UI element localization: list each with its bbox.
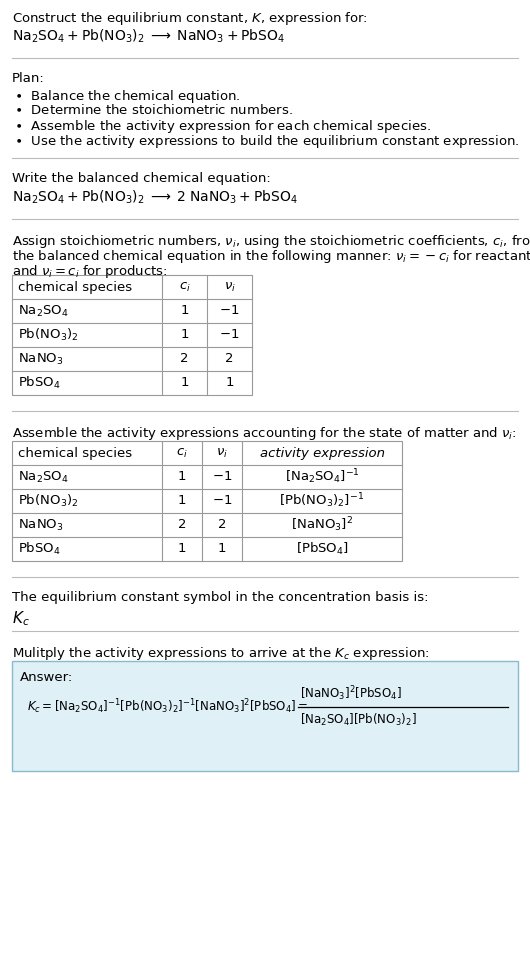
Text: $-1$: $-1$ [212, 471, 232, 483]
Text: $K_c = [\mathrm{Na_2SO_4}]^{-1} [\mathrm{Pb(NO_3)_2}]^{-1} [\mathrm{NaNO_3}]^{2}: $K_c = [\mathrm{Na_2SO_4}]^{-1} [\mathrm… [27, 697, 308, 716]
Text: 2: 2 [225, 353, 234, 365]
FancyBboxPatch shape [12, 661, 518, 771]
Text: $\nu_i$: $\nu_i$ [224, 280, 235, 293]
Text: $\mathrm{PbSO_4}$: $\mathrm{PbSO_4}$ [18, 375, 61, 391]
Text: $\mathrm{Na_2SO_4}$: $\mathrm{Na_2SO_4}$ [18, 470, 69, 484]
Text: $\nu_i$: $\nu_i$ [216, 447, 228, 459]
Text: $-1$: $-1$ [219, 329, 240, 341]
Text: $\bullet$  Use the activity expressions to build the equilibrium constant expres: $\bullet$ Use the activity expressions t… [14, 133, 520, 150]
Text: $\bullet$  Balance the chemical equation.: $\bullet$ Balance the chemical equation. [14, 88, 241, 105]
Text: Write the balanced chemical equation:: Write the balanced chemical equation: [12, 172, 271, 185]
Text: $[\mathrm{NaNO_3}]^2 [\mathrm{PbSO_4}]$: $[\mathrm{NaNO_3}]^2 [\mathrm{PbSO_4}]$ [300, 685, 402, 703]
Text: and $\nu_i = c_i$ for products:: and $\nu_i = c_i$ for products: [12, 263, 167, 280]
Text: $\mathrm{Na_2SO_4 + Pb(NO_3)_2 \;\longrightarrow\; 2\;NaNO_3 + PbSO_4}$: $\mathrm{Na_2SO_4 + Pb(NO_3)_2 \;\longri… [12, 189, 298, 206]
Text: Assemble the activity expressions accounting for the state of matter and $\nu_i$: Assemble the activity expressions accoun… [12, 425, 517, 442]
Text: the balanced chemical equation in the following manner: $\nu_i = -c_i$ for react: the balanced chemical equation in the fo… [12, 248, 530, 265]
Text: $\mathrm{Na_2SO_4}$: $\mathrm{Na_2SO_4}$ [18, 303, 69, 318]
Text: Plan:: Plan: [12, 72, 45, 85]
Text: Assign stoichiometric numbers, $\nu_i$, using the stoichiometric coefficients, $: Assign stoichiometric numbers, $\nu_i$, … [12, 233, 530, 250]
Text: activity expression: activity expression [260, 447, 384, 459]
Text: 2: 2 [178, 519, 186, 531]
Text: 1: 1 [180, 377, 189, 389]
Text: 1: 1 [178, 471, 186, 483]
Text: $c_i$: $c_i$ [179, 280, 190, 293]
Text: $\mathrm{PbSO_4}$: $\mathrm{PbSO_4}$ [18, 541, 61, 557]
Text: $\mathrm{Pb(NO_3)_2}$: $\mathrm{Pb(NO_3)_2}$ [18, 327, 78, 343]
Text: chemical species: chemical species [18, 280, 132, 293]
Text: $\mathrm{Pb(NO_3)_2}$: $\mathrm{Pb(NO_3)_2}$ [18, 493, 78, 509]
Text: 2: 2 [180, 353, 189, 365]
Text: $-1$: $-1$ [219, 305, 240, 317]
Text: 1: 1 [180, 305, 189, 317]
Text: 1: 1 [178, 543, 186, 555]
Text: $\bullet$  Determine the stoichiometric numbers.: $\bullet$ Determine the stoichiometric n… [14, 103, 293, 117]
Text: $[\mathrm{NaNO_3}]^{2}$: $[\mathrm{NaNO_3}]^{2}$ [291, 516, 353, 534]
Text: Construct the equilibrium constant, $K$, expression for:: Construct the equilibrium constant, $K$,… [12, 10, 368, 27]
Text: $\bullet$  Assemble the activity expression for each chemical species.: $\bullet$ Assemble the activity expressi… [14, 118, 431, 135]
Text: $K_c$: $K_c$ [12, 609, 30, 628]
Text: $-1$: $-1$ [212, 495, 232, 507]
Text: The equilibrium constant symbol in the concentration basis is:: The equilibrium constant symbol in the c… [12, 591, 428, 604]
Text: 1: 1 [178, 495, 186, 507]
Bar [12, 275, 252, 395]
Text: Mulitply the activity expressions to arrive at the $K_c$ expression:: Mulitply the activity expressions to arr… [12, 645, 430, 662]
Text: Answer:: Answer: [20, 671, 73, 684]
Text: $[\mathrm{Na_2SO_4}] [\mathrm{Pb(NO_3)_2}]$: $[\mathrm{Na_2SO_4}] [\mathrm{Pb(NO_3)_2… [300, 712, 417, 728]
Text: $c_i$: $c_i$ [176, 447, 188, 459]
Text: 1: 1 [180, 329, 189, 341]
Text: $[\mathrm{PbSO_4}]$: $[\mathrm{PbSO_4}]$ [296, 541, 348, 557]
Text: chemical species: chemical species [18, 447, 132, 459]
Text: $\mathrm{Na_2SO_4 + Pb(NO_3)_2 \;\longrightarrow\; NaNO_3 + PbSO_4}$: $\mathrm{Na_2SO_4 + Pb(NO_3)_2 \;\longri… [12, 28, 285, 45]
Text: $\mathrm{NaNO_3}$: $\mathrm{NaNO_3}$ [18, 518, 64, 532]
Text: $[\mathrm{Pb(NO_3)_2}]^{-1}$: $[\mathrm{Pb(NO_3)_2}]^{-1}$ [279, 492, 365, 510]
Bar [12, 441, 402, 561]
Text: 2: 2 [218, 519, 226, 531]
Text: 1: 1 [225, 377, 234, 389]
Text: $\mathrm{NaNO_3}$: $\mathrm{NaNO_3}$ [18, 351, 64, 366]
Text: $[\mathrm{Na_2SO_4}]^{-1}$: $[\mathrm{Na_2SO_4}]^{-1}$ [285, 468, 359, 486]
Text: 1: 1 [218, 543, 226, 555]
